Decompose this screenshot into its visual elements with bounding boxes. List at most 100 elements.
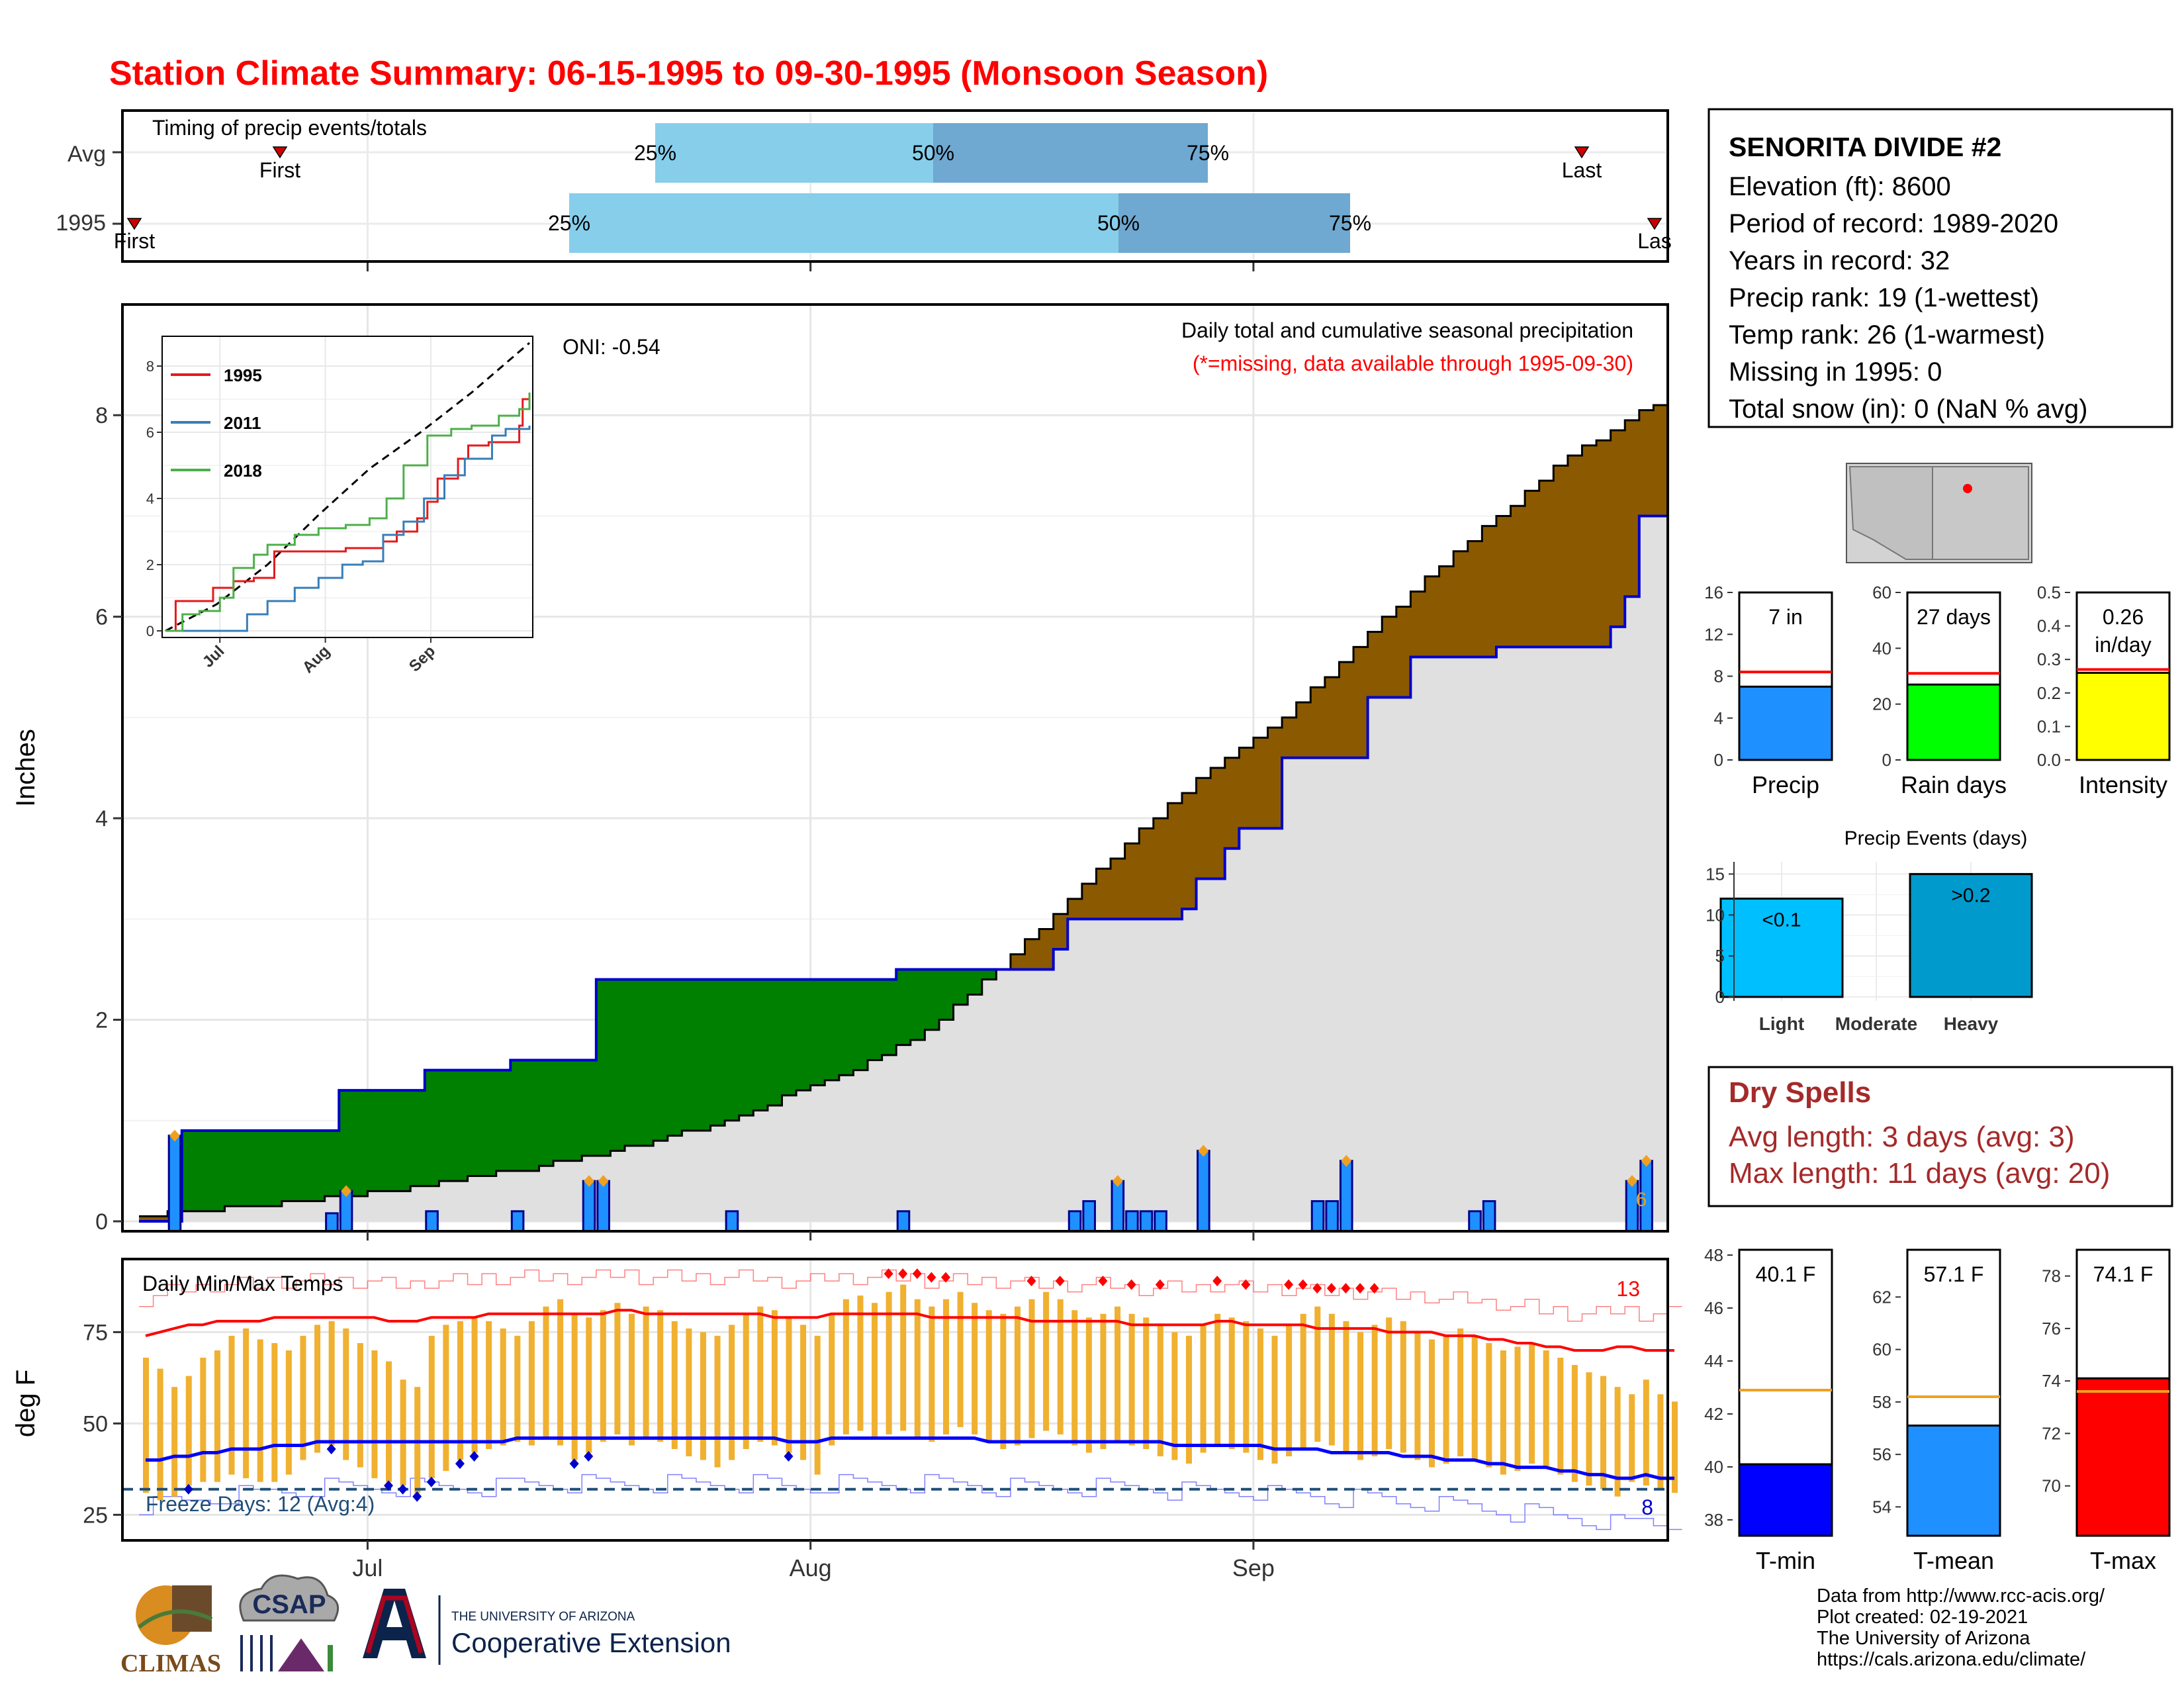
daily-temp-bar: [1514, 1346, 1521, 1472]
mini-panel-y-tick-label: 38: [1704, 1510, 1723, 1530]
surplus-fill: [825, 979, 840, 1080]
freeze-days-text: Freeze Days: 12 (Avg:4): [146, 1492, 375, 1516]
record-low-marker: [784, 1451, 794, 1462]
precip-y-tick-label: 6: [95, 605, 108, 630]
deficit-fill: [1068, 898, 1083, 919]
daily-temp-bar: [1629, 1394, 1635, 1482]
timing-frame-top: [121, 109, 1669, 263]
daily-precip-marker: [1198, 1145, 1209, 1157]
station-missing: Missing in 1995: 0: [1729, 357, 1942, 387]
record-low-marker: [469, 1451, 479, 1462]
ua-a-icon: [363, 1589, 426, 1658]
surplus-fill: [310, 1131, 326, 1201]
daily-temp-bar: [1300, 1313, 1306, 1450]
daily-precip-bar: [1482, 1200, 1496, 1233]
daily-temp-bar: [957, 1291, 964, 1427]
daily-temp-bar: [1257, 1328, 1263, 1460]
station-period: Period of record: 1989-2020: [1729, 209, 2059, 238]
temp-x-axis: Jul Aug Sep: [352, 1540, 1275, 1581]
daily-precip-bar: [1125, 1210, 1139, 1233]
surplus-fill: [896, 969, 911, 1045]
surplus-fill: [968, 969, 983, 995]
dry-spells-max: Max length: 11 days (avg: 20): [1729, 1157, 2110, 1190]
surplus-fill: [496, 1070, 511, 1171]
daily-precip-marker: [169, 1129, 180, 1142]
daily-temp-bar: [528, 1321, 535, 1446]
daily-precip-bar: [1197, 1149, 1210, 1233]
normal-precip-area: [139, 395, 1668, 1221]
1995-first-marker: [126, 218, 142, 230]
mini-panel-y-tick-label: 0.3: [2037, 649, 2061, 669]
precip-events-panel: Precip Events (days) <0.1 Light Moderate >0…: [1706, 827, 2033, 1034]
record-low-marker: [412, 1491, 422, 1502]
inset-legend-label: 1995: [224, 365, 262, 385]
mini-panel-bar: [1738, 1463, 1833, 1537]
daily-temp-bar: [1443, 1335, 1449, 1464]
precip-x-ticks: [366, 1231, 1255, 1241]
dry-spells-avg: Avg length: 3 days (avg: 3): [1729, 1121, 2075, 1153]
daily-temp-bar: [386, 1361, 392, 1482]
record-high-marker: [1155, 1279, 1165, 1290]
events-y-tick-label: 10: [1706, 905, 1725, 925]
surplus-fill: [710, 979, 725, 1126]
deficit-fill: [1267, 727, 1283, 829]
hot-days-count: 13: [1616, 1277, 1640, 1301]
avg-pct-75: 75%: [1187, 141, 1229, 165]
daily-temp-bar: [814, 1335, 821, 1475]
mini-panel-y-tick-label: 40: [1704, 1457, 1723, 1477]
mini-panel-label: Precip: [1752, 771, 1819, 798]
surplus-fill: [696, 979, 711, 1131]
daily-temp-bar: [886, 1291, 892, 1434]
mini-panel-rain-days: 0 20 40 60 27 days Rain days: [1872, 583, 2007, 798]
daily-temp-bar: [1371, 1325, 1378, 1457]
mini-panel-label: Rain days: [1901, 771, 2007, 798]
surplus-fill: [810, 979, 825, 1086]
mini-panel-y-tick-label: 70: [2042, 1476, 2061, 1496]
daily-temp-bar: [629, 1313, 635, 1446]
events-bar-light: [1719, 898, 1844, 998]
record-high-marker: [1284, 1279, 1294, 1290]
surplus-fill: [510, 1060, 525, 1171]
daily-temp-bar: [514, 1335, 521, 1442]
daily-temp-bar: [600, 1310, 606, 1442]
daily-precip-marker: [341, 1185, 352, 1197]
timing-1995-bar-early: [569, 193, 1118, 253]
precip-y-tick-label: 2: [95, 1008, 108, 1033]
timing-1995-bar-late: [1118, 193, 1350, 253]
oni-value: ONI: -0.54: [563, 335, 660, 359]
daily-temp-bar: [1529, 1342, 1535, 1464]
mini-panel-y-tick-label: 46: [1704, 1298, 1723, 1318]
surplus-fill: [782, 979, 797, 1096]
daily-temp-bar: [314, 1325, 321, 1453]
temp-x-tick-label: Jul: [352, 1554, 383, 1581]
footer-source: Data from http://www.rcc-acis.org/: [1817, 1585, 2105, 1607]
surplus-fill: [796, 979, 811, 1091]
daily-precip-marker: [1341, 1154, 1352, 1167]
station-temp-rank: Temp rank: 26 (1-warmest): [1729, 320, 2045, 350]
surplus-fill: [367, 1090, 383, 1192]
record-high-marker: [1298, 1279, 1308, 1290]
mini-panel-y-tick-label: 20: [1872, 694, 1891, 714]
temperature-means-panels: 38 40 42 44 46 48 40.1 F T-min 54 56 58 60 62 57.1 F T…: [1704, 1245, 2176, 1574]
dry-spells-box: [1707, 1066, 2173, 1207]
surplus-fill: [253, 1131, 268, 1207]
temp-y-tick-label: 25: [83, 1503, 108, 1528]
inset-y-tick-label: 0: [146, 623, 154, 639]
daily-temp-bar: [872, 1303, 878, 1438]
mini-panel-bar: [2075, 1377, 2171, 1537]
daily-temp-bar: [1243, 1321, 1250, 1453]
daily-temp-bar: [1400, 1321, 1406, 1453]
record-high-marker: [1241, 1279, 1251, 1290]
record-low-marker: [398, 1483, 408, 1495]
daily-temp-bar: [1657, 1394, 1664, 1489]
deficit-fill: [1653, 405, 1668, 516]
daily-precip-bar: [1468, 1210, 1482, 1233]
surplus-fill: [424, 1070, 439, 1186]
surplus-fill: [925, 969, 940, 1030]
record-high-marker: [898, 1268, 908, 1280]
surplus-fill: [467, 1070, 482, 1176]
daily-temp-bar: [757, 1306, 764, 1442]
daily-temp-bar: [1057, 1299, 1064, 1434]
daily-temp-bar: [614, 1303, 621, 1434]
mini-panel-y-tick-label: 0: [1714, 750, 1723, 770]
